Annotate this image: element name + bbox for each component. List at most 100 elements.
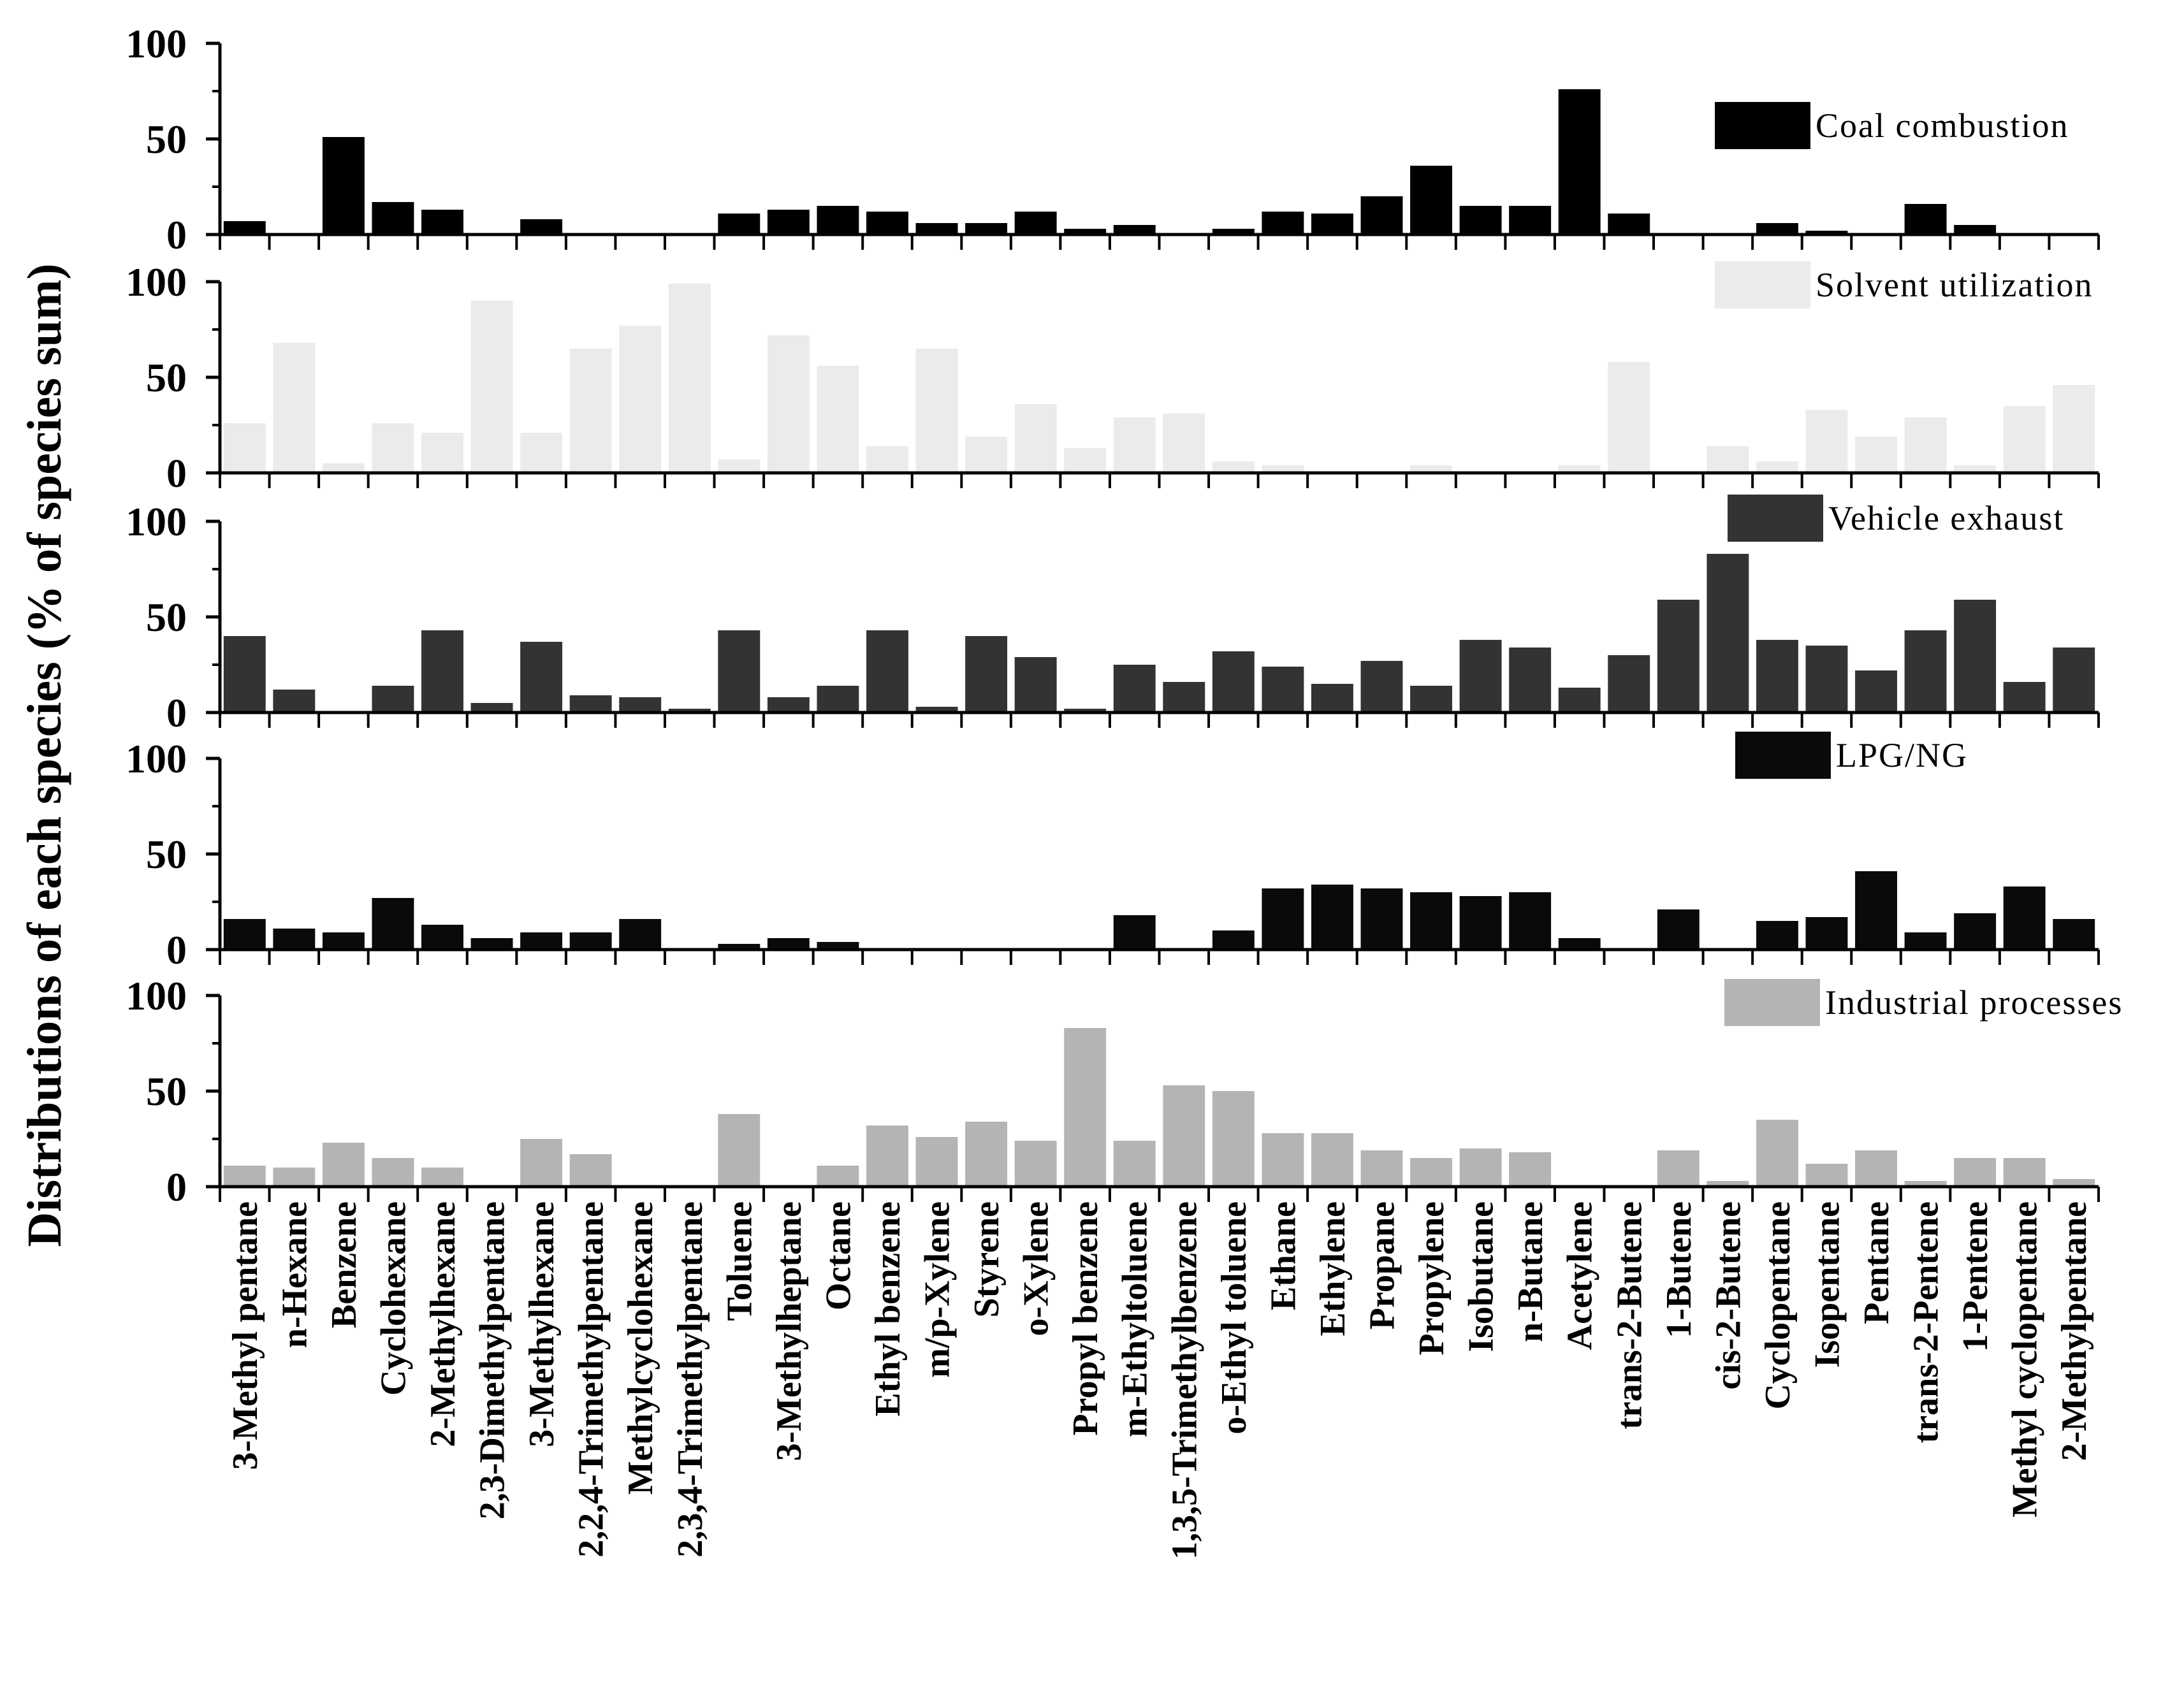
bar bbox=[1410, 465, 1452, 473]
x-category-label: m-Ethyltoluene bbox=[1116, 1201, 1155, 1437]
bar bbox=[1014, 404, 1057, 473]
bar bbox=[1360, 888, 1403, 950]
bar bbox=[1360, 661, 1403, 713]
bar bbox=[1212, 930, 1255, 950]
bar bbox=[2003, 682, 2046, 713]
bar bbox=[372, 1158, 414, 1187]
bar bbox=[1212, 461, 1255, 473]
bar bbox=[322, 932, 365, 950]
x-category-label: 2,3-Dimethylpentane bbox=[473, 1201, 513, 1519]
bar bbox=[223, 636, 266, 713]
bar bbox=[767, 335, 810, 473]
x-category-labels: 3-Methyl pentane n-Hexane Benzene Cyclohexa… bbox=[226, 1201, 2094, 1560]
bar bbox=[1707, 1181, 1749, 1187]
bar bbox=[1904, 204, 1947, 235]
y-tick-label: 0 bbox=[166, 690, 187, 735]
bar bbox=[1311, 885, 1353, 950]
bar bbox=[817, 686, 859, 713]
bar bbox=[223, 221, 266, 235]
bar bbox=[668, 284, 711, 473]
panels-layer: 0 50 100 Coal combustion 0 50 100 Solvent utili… bbox=[126, 21, 2122, 1210]
y-tick-label: 50 bbox=[146, 1069, 187, 1114]
x-category-label: Propane bbox=[1362, 1201, 1402, 1329]
bar bbox=[915, 349, 958, 473]
bar bbox=[1163, 1085, 1205, 1187]
bar bbox=[718, 944, 761, 950]
bar bbox=[1756, 1120, 1798, 1187]
bar bbox=[767, 210, 810, 235]
bar bbox=[1558, 938, 1601, 950]
y-tick-label: 0 bbox=[166, 212, 187, 257]
bar bbox=[965, 437, 1008, 473]
bar bbox=[1707, 554, 1749, 713]
x-category-label: 2,2,4-Trimethylpentane bbox=[572, 1201, 611, 1558]
x-category-label: o-Xylene bbox=[1017, 1201, 1056, 1336]
legend-swatch bbox=[1724, 979, 1820, 1026]
x-category-label: Ethyl benzene bbox=[868, 1201, 908, 1417]
x-category-label: Benzene bbox=[324, 1201, 364, 1328]
bar bbox=[1558, 688, 1601, 713]
x-category-label: Ethane bbox=[1263, 1201, 1303, 1310]
x-category-label: trans-2-Pentene bbox=[1907, 1201, 1946, 1443]
x-category-label: o-Ethyl toluene bbox=[1214, 1201, 1254, 1435]
bar bbox=[1410, 686, 1452, 713]
x-category-label: 1,3,5-Trimethylbenzene bbox=[1165, 1201, 1204, 1560]
bar bbox=[1855, 670, 1897, 713]
bar bbox=[1904, 932, 1947, 950]
bar bbox=[273, 343, 316, 473]
bar bbox=[1608, 655, 1650, 713]
bar bbox=[1410, 1158, 1452, 1187]
bar bbox=[322, 1143, 365, 1187]
bar bbox=[322, 463, 365, 473]
bar bbox=[2053, 1179, 2095, 1187]
bar bbox=[1262, 465, 1304, 473]
bar bbox=[1212, 1091, 1255, 1187]
bar bbox=[1904, 630, 1947, 713]
bar bbox=[619, 326, 662, 473]
bar bbox=[470, 301, 513, 473]
y-tick-label: 100 bbox=[126, 736, 187, 781]
bar bbox=[1805, 646, 1848, 713]
panel-lpg-ng: 0 50 100 LPG/NG bbox=[126, 732, 2100, 973]
panel-solvent-utilization: 0 50 100 Solvent utilization bbox=[126, 259, 2100, 496]
bar bbox=[1509, 1152, 1552, 1187]
y-tick-label: 50 bbox=[146, 355, 187, 400]
bar bbox=[1904, 417, 1947, 473]
legend-label: Vehicle exhaust bbox=[1828, 499, 2064, 537]
bar bbox=[2003, 406, 2046, 473]
bar bbox=[520, 642, 563, 713]
y-tick-label: 100 bbox=[126, 973, 187, 1018]
bar bbox=[569, 932, 612, 950]
bar bbox=[1509, 892, 1552, 950]
x-category-label: cis-2-Butene bbox=[1708, 1201, 1748, 1390]
legend-label: LPG/NG bbox=[1836, 736, 1968, 774]
x-category-label: Pentane bbox=[1857, 1201, 1896, 1324]
bar bbox=[1805, 1164, 1848, 1187]
bar bbox=[1459, 206, 1502, 235]
bar bbox=[1558, 465, 1601, 473]
x-category-label: Isopentane bbox=[1807, 1201, 1847, 1368]
legend-swatch bbox=[1735, 732, 1831, 779]
bar bbox=[520, 1139, 563, 1187]
bar bbox=[866, 1125, 908, 1187]
x-category-label: 1-Pentene bbox=[1956, 1201, 1995, 1352]
bar bbox=[817, 1166, 859, 1187]
bar bbox=[2053, 648, 2095, 713]
x-category-label: 3-Methylheptane bbox=[769, 1201, 809, 1461]
bar bbox=[1212, 229, 1255, 235]
bar bbox=[1805, 231, 1848, 235]
bar bbox=[1657, 600, 1700, 713]
bar bbox=[718, 630, 761, 713]
x-category-label: Propylene bbox=[1412, 1201, 1452, 1356]
bar bbox=[273, 1168, 316, 1187]
bar bbox=[1855, 1150, 1897, 1187]
x-category-label: Styrene bbox=[967, 1201, 1007, 1318]
bar bbox=[223, 1166, 266, 1187]
bar bbox=[470, 938, 513, 950]
y-tick-label: 0 bbox=[166, 927, 187, 973]
bar bbox=[1608, 362, 1650, 473]
bar bbox=[421, 1168, 463, 1187]
x-category-label: 2-Methylpentane bbox=[2055, 1201, 2094, 1461]
bar bbox=[1410, 166, 1452, 235]
bar bbox=[817, 942, 859, 950]
